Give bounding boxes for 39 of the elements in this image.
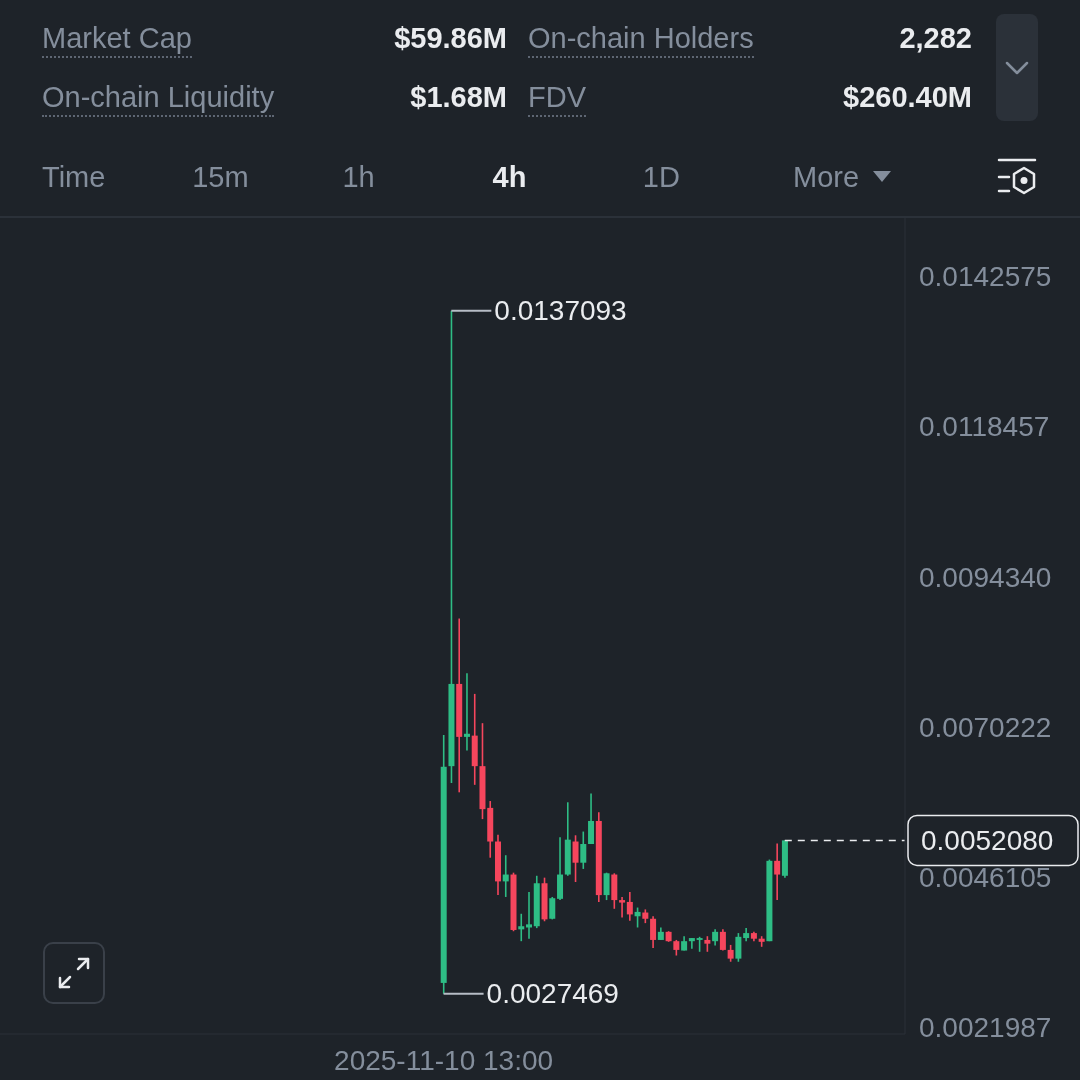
text: 4h bbox=[492, 160, 527, 195]
category-label: On-chain Liquidity bbox=[42, 79, 275, 117]
annotation: 0.0027469 bbox=[486, 978, 619, 1010]
text: 15m bbox=[192, 160, 249, 195]
text: $1.68M bbox=[410, 81, 507, 113]
candlestick bbox=[650, 915, 657, 949]
category-label: Market Cap bbox=[42, 20, 192, 58]
text: More bbox=[793, 160, 861, 195]
ref-line-label: 0.0052080 bbox=[921, 824, 1054, 856]
text: 1h bbox=[342, 160, 375, 195]
candlestick bbox=[719, 928, 726, 952]
category-label: FDV bbox=[528, 79, 586, 117]
annotation: 0.0137093 bbox=[494, 295, 627, 327]
y-tick-label: 0.0021987 bbox=[919, 1012, 1052, 1044]
candlestick bbox=[626, 891, 633, 922]
y-tick-label: 0.0142575 bbox=[919, 261, 1052, 293]
candlestick bbox=[580, 830, 587, 870]
candlestick bbox=[735, 932, 742, 963]
candlestick bbox=[634, 906, 641, 929]
candlestick bbox=[688, 937, 695, 950]
candlestick bbox=[603, 871, 610, 901]
candlestick bbox=[526, 891, 533, 940]
text: $260.40M bbox=[843, 81, 972, 113]
candlestick bbox=[572, 834, 579, 883]
candlestick bbox=[588, 792, 595, 845]
candlestick bbox=[463, 672, 470, 752]
y-tick-label: 0.0070222 bbox=[919, 711, 1052, 743]
y-tick-label: 0.0046105 bbox=[919, 862, 1052, 894]
text: $59.86M bbox=[394, 22, 507, 54]
candlestick bbox=[518, 912, 525, 942]
y-tick-label: 0.0118457 bbox=[919, 411, 1050, 443]
text: 1D bbox=[642, 160, 680, 195]
candlestick bbox=[774, 842, 781, 901]
candlestick bbox=[619, 896, 626, 919]
text: 2,282 bbox=[899, 22, 972, 54]
category-label: On-chain Holders bbox=[528, 20, 754, 58]
x-tick-label: 2025-11-10 13:00 bbox=[334, 1044, 554, 1076]
text: Time bbox=[42, 160, 106, 195]
y-tick-label: 0.0094340 bbox=[919, 561, 1052, 593]
